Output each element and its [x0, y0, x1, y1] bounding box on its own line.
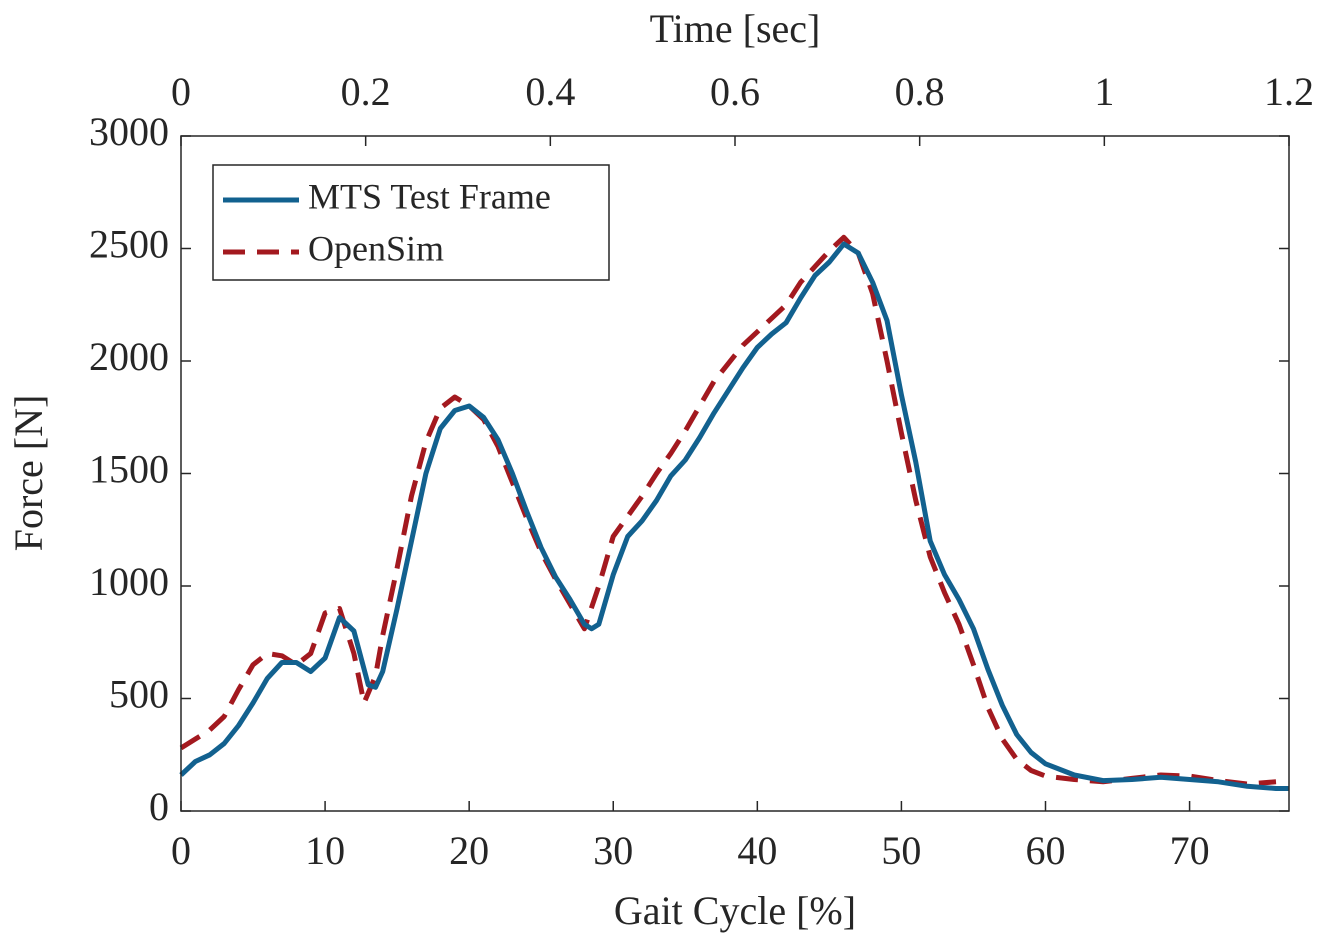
legend-label: MTS Test Frame	[308, 176, 551, 216]
top-tick-label: 0.6	[710, 69, 760, 114]
y-tick-label: 500	[109, 672, 169, 717]
legend-box	[212, 164, 610, 281]
top-axis-title: Time [sec]	[650, 6, 821, 51]
y-tick-label: 1500	[89, 447, 169, 492]
x-tick-label: 70	[1170, 828, 1210, 873]
top-tick-label: 0	[171, 69, 191, 114]
top-tick-label: 0.2	[341, 69, 391, 114]
x-tick-label: 10	[305, 828, 345, 873]
y-tick-label: 0	[149, 784, 169, 829]
data-line	[179, 234, 1277, 787]
y-axis-title: Force [N]	[6, 395, 51, 552]
y-tick-label: 2500	[89, 222, 169, 267]
y-tick-label: 1000	[89, 559, 169, 604]
x-tick-label: 0	[171, 828, 191, 873]
plot-frame	[180, 135, 1290, 812]
data-line	[179, 241, 1289, 791]
top-tick-label: 0.8	[895, 69, 945, 114]
top-tick-label: 0.4	[525, 69, 575, 114]
x-tick-label: 40	[737, 828, 777, 873]
x-tick-label: 30	[593, 828, 633, 873]
top-tick-label: 1.2	[1264, 69, 1314, 114]
y-tick-label: 2000	[89, 334, 169, 379]
x-axis-title: Gait Cycle [%]	[614, 888, 856, 933]
y-tick-label: 3000	[89, 109, 169, 154]
legend-label: OpenSim	[308, 228, 444, 268]
x-tick-label: 50	[881, 828, 921, 873]
x-tick-label: 20	[449, 828, 489, 873]
x-tick-label: 60	[1025, 828, 1065, 873]
top-tick-label: 1	[1094, 69, 1114, 114]
